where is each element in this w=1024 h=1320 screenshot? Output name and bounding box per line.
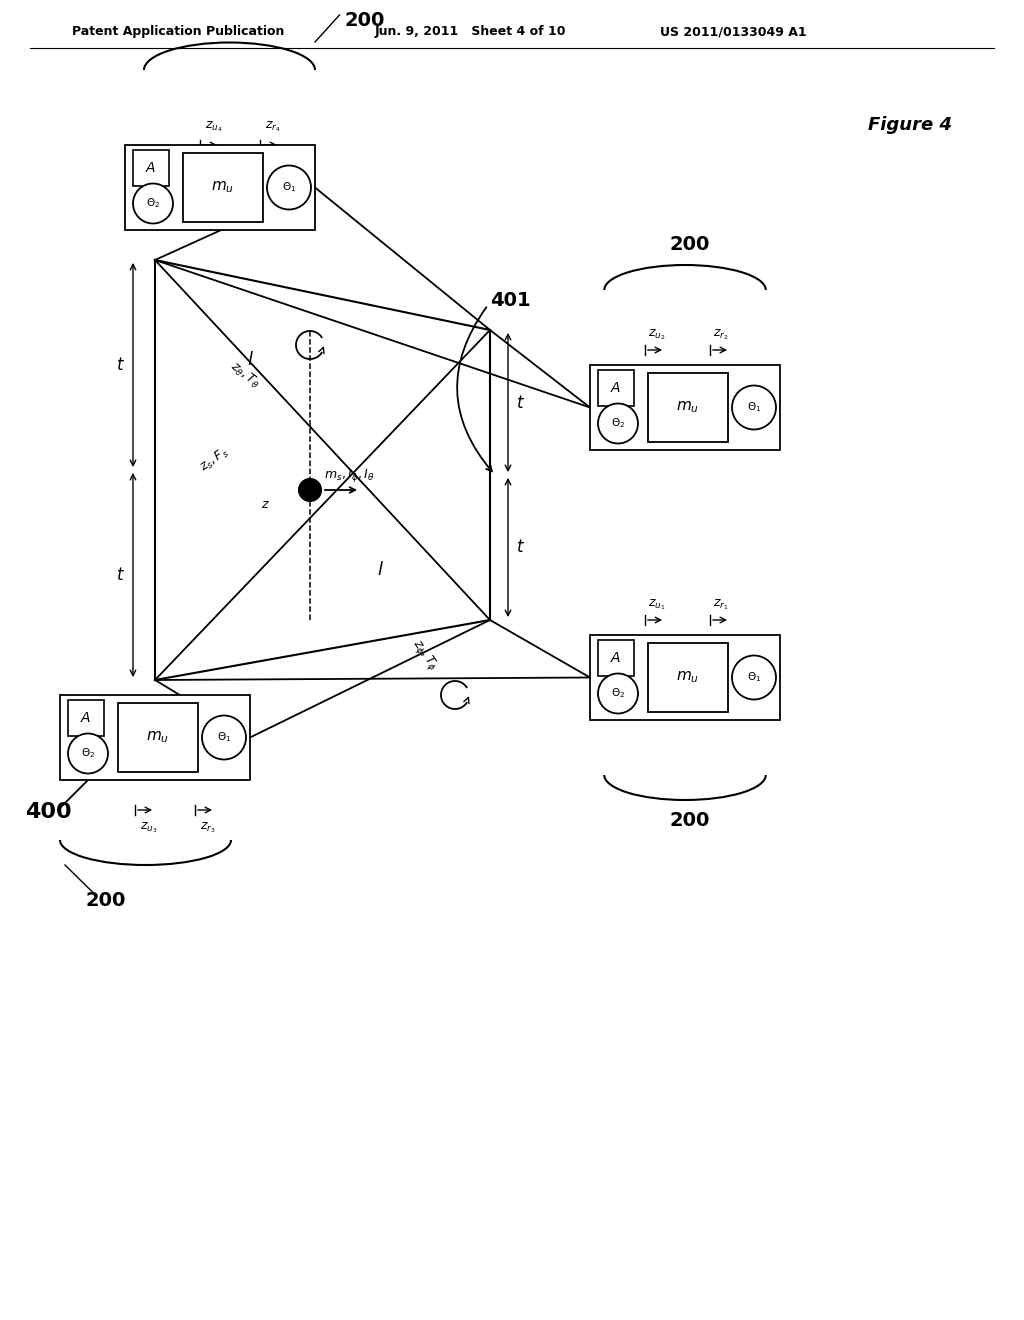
Text: $z_s, F_s$: $z_s, F_s$ [198,445,232,475]
Text: $t$: $t$ [116,566,125,583]
Text: 200: 200 [344,11,385,29]
Text: $\Theta_2$: $\Theta_2$ [81,747,95,760]
Text: Patent Application Publication: Patent Application Publication [72,25,285,38]
Text: Figure 4: Figure 4 [868,116,952,135]
Text: $A$: $A$ [145,161,157,174]
Text: $z_{u_4}$: $z_{u_4}$ [205,120,222,135]
Text: US 2011/0133049 A1: US 2011/0133049 A1 [660,25,807,38]
Circle shape [598,673,638,714]
Text: $z_{r_2}$: $z_{r_2}$ [713,327,728,342]
Circle shape [598,404,638,444]
Text: Jun. 9, 2011   Sheet 4 of 10: Jun. 9, 2011 Sheet 4 of 10 [375,25,566,38]
Text: $z_{r_4}$: $z_{r_4}$ [265,120,281,135]
Circle shape [267,165,311,210]
Bar [598,639,634,676]
Text: $z_{r_1}$: $z_{r_1}$ [713,598,728,612]
Bar [648,374,728,442]
Circle shape [732,385,776,429]
Text: $z_{u_3}$: $z_{u_3}$ [140,821,158,836]
Bar [598,370,634,405]
Bar [133,149,169,186]
Circle shape [202,715,246,759]
Circle shape [133,183,173,223]
Text: $A$: $A$ [610,380,622,395]
Bar [118,704,198,772]
Text: $z_{r_3}$: $z_{r_3}$ [200,821,215,836]
Text: $z_\theta, T_\theta$: $z_\theta, T_\theta$ [227,359,263,391]
Bar [590,366,780,450]
Text: $m_u$: $m_u$ [211,180,234,195]
Circle shape [299,479,321,502]
Text: $m_u$: $m_u$ [677,669,699,685]
Text: $t$: $t$ [116,356,125,374]
Bar [183,153,263,222]
Text: 401: 401 [490,290,530,309]
Text: $z_\phi, T_\phi$: $z_\phi, T_\phi$ [409,636,441,675]
Text: $A$: $A$ [80,710,91,725]
Bar [648,643,728,711]
Text: $A$: $A$ [610,651,622,664]
Text: $\Theta_1$: $\Theta_1$ [746,400,761,414]
Text: $m_u$: $m_u$ [146,730,170,746]
Text: $m_s, I_\phi, I_\theta$: $m_s, I_\phi, I_\theta$ [324,467,375,484]
Text: $m_u$: $m_u$ [677,400,699,416]
Bar [60,696,250,780]
Text: $\Theta_2$: $\Theta_2$ [611,417,625,430]
Text: $t$: $t$ [516,539,525,557]
Bar [125,145,315,230]
Text: $z$: $z$ [260,499,269,511]
Text: 200: 200 [670,235,711,255]
Text: 400: 400 [25,803,72,822]
Text: $\Theta_1$: $\Theta_1$ [282,181,296,194]
Bar [590,635,780,719]
Circle shape [732,656,776,700]
Text: $z_{u_2}$: $z_{u_2}$ [648,327,666,342]
Text: $\Theta_2$: $\Theta_2$ [146,197,160,210]
Text: $\Theta_1$: $\Theta_1$ [217,730,231,744]
Circle shape [68,734,108,774]
Text: $l$: $l$ [247,351,254,370]
Text: $t$: $t$ [516,393,525,412]
Text: 200: 200 [670,810,711,829]
Text: $l$: $l$ [377,561,383,579]
Bar [68,700,104,735]
Text: $z_{u_1}$: $z_{u_1}$ [648,598,666,612]
Text: 200: 200 [85,891,126,909]
Text: $\Theta_1$: $\Theta_1$ [746,671,761,684]
Text: $\Theta_2$: $\Theta_2$ [611,686,625,701]
